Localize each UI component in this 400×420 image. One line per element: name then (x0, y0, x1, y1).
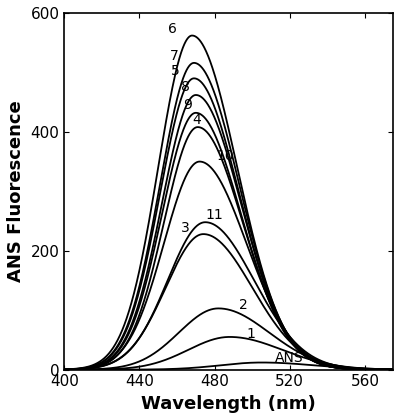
Text: 11: 11 (205, 208, 223, 222)
Text: 1: 1 (246, 327, 256, 341)
Text: 5: 5 (172, 64, 180, 79)
Text: 3: 3 (181, 221, 190, 235)
Text: 2: 2 (239, 298, 248, 312)
Text: 9: 9 (183, 97, 192, 112)
Y-axis label: ANS Fluorescence: ANS Fluorescence (7, 100, 25, 282)
X-axis label: Wavelength (nm): Wavelength (nm) (141, 395, 316, 413)
Text: 4: 4 (192, 113, 201, 127)
Text: 8: 8 (181, 80, 190, 94)
Text: 10: 10 (216, 149, 234, 163)
Text: 6: 6 (168, 21, 176, 36)
Text: ANS: ANS (275, 351, 303, 365)
Text: 7: 7 (170, 49, 178, 63)
